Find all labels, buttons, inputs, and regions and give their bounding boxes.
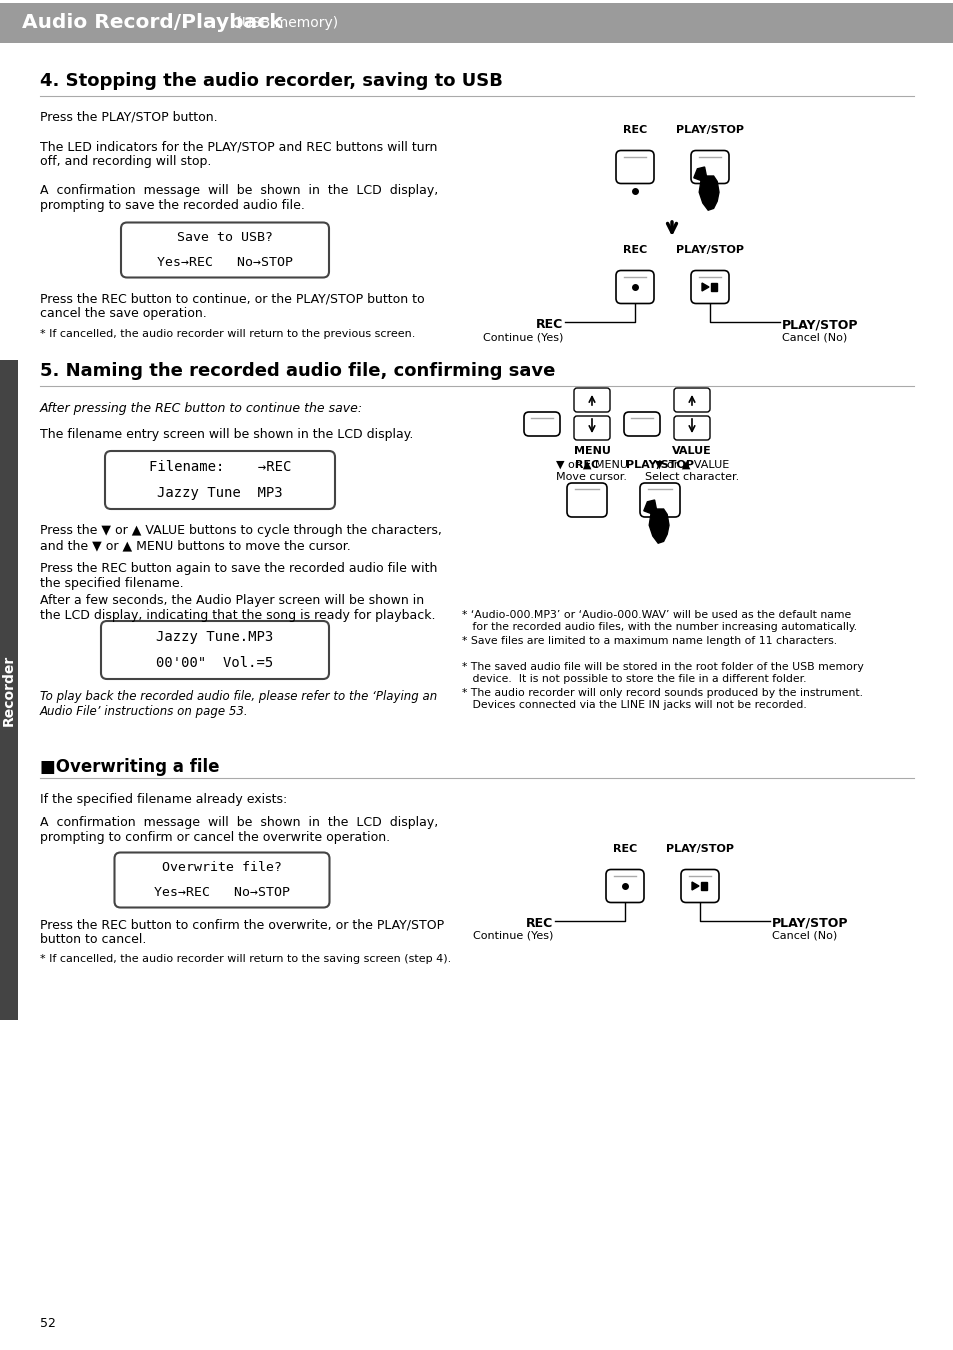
FancyBboxPatch shape bbox=[574, 387, 609, 412]
FancyBboxPatch shape bbox=[673, 387, 709, 412]
Text: The filename entry screen will be shown in the LCD display.: The filename entry screen will be shown … bbox=[40, 428, 413, 441]
Text: Save to USB?: Save to USB? bbox=[177, 231, 273, 244]
Text: To play back the recorded audio file, please refer to the ‘Playing an
Audio File: To play back the recorded audio file, pl… bbox=[40, 690, 436, 718]
Text: If the specified filename already exists:: If the specified filename already exists… bbox=[40, 792, 287, 806]
Text: After a few seconds, the Audio Player screen will be shown in
the LCD display, i: After a few seconds, the Audio Player sc… bbox=[40, 594, 435, 622]
Text: REC: REC bbox=[612, 844, 637, 855]
Text: Filename:    →REC: Filename: →REC bbox=[149, 460, 291, 474]
Bar bbox=[700, 882, 706, 890]
Text: Press the PLAY/STOP button.: Press the PLAY/STOP button. bbox=[40, 109, 217, 123]
Text: (USB memory): (USB memory) bbox=[232, 16, 337, 30]
Text: Yes→REC   No→STOP: Yes→REC No→STOP bbox=[153, 886, 290, 899]
Text: PLAY/STOP: PLAY/STOP bbox=[771, 917, 847, 930]
FancyBboxPatch shape bbox=[690, 270, 728, 304]
Text: Press the ▼ or ▲ VALUE buttons to cycle through the characters,
and the ▼ or ▲ M: Press the ▼ or ▲ VALUE buttons to cycle … bbox=[40, 524, 441, 552]
FancyBboxPatch shape bbox=[623, 412, 659, 436]
FancyBboxPatch shape bbox=[680, 869, 719, 903]
Text: * ‘Audio-000.MP3’ or ‘Audio-000.WAV’ will be used as the default name
   for the: * ‘Audio-000.MP3’ or ‘Audio-000.WAV’ wil… bbox=[461, 610, 856, 632]
FancyBboxPatch shape bbox=[523, 412, 559, 436]
Bar bbox=[0, 3, 953, 43]
Text: ▼ or ▲ MENU: ▼ or ▲ MENU bbox=[556, 460, 627, 470]
Text: Recorder: Recorder bbox=[2, 655, 16, 726]
Text: REC: REC bbox=[622, 126, 646, 135]
Text: PLAY/STOP: PLAY/STOP bbox=[625, 460, 693, 470]
FancyBboxPatch shape bbox=[616, 270, 654, 304]
FancyBboxPatch shape bbox=[114, 852, 329, 907]
Polygon shape bbox=[699, 176, 719, 211]
Text: PLAY/STOP: PLAY/STOP bbox=[676, 244, 743, 255]
Text: 5. Naming the recorded audio file, confirming save: 5. Naming the recorded audio file, confi… bbox=[40, 362, 555, 379]
Text: REC: REC bbox=[525, 917, 553, 930]
Text: PLAY/STOP: PLAY/STOP bbox=[781, 319, 858, 331]
Text: * If cancelled, the audio recorder will return to the saving screen (step 4).: * If cancelled, the audio recorder will … bbox=[40, 954, 451, 964]
Text: Jazzy Tune.MP3: Jazzy Tune.MP3 bbox=[156, 630, 274, 644]
Text: Continue (Yes): Continue (Yes) bbox=[472, 931, 553, 941]
Text: Select character.: Select character. bbox=[644, 472, 739, 482]
Polygon shape bbox=[693, 167, 705, 181]
Text: Move cursor.: Move cursor. bbox=[556, 472, 627, 482]
Text: REC: REC bbox=[622, 244, 646, 255]
Text: 00'00"  Vol.=5: 00'00" Vol.=5 bbox=[156, 656, 274, 670]
FancyBboxPatch shape bbox=[605, 869, 643, 903]
FancyBboxPatch shape bbox=[616, 150, 654, 184]
Text: PLAY/STOP: PLAY/STOP bbox=[665, 844, 733, 855]
Text: VALUE: VALUE bbox=[672, 446, 711, 456]
Text: Audio Record/Playback: Audio Record/Playback bbox=[22, 14, 282, 32]
Polygon shape bbox=[701, 284, 708, 292]
Text: Continue (Yes): Continue (Yes) bbox=[482, 332, 562, 342]
Text: REC: REC bbox=[575, 460, 598, 470]
Text: * Save files are limited to a maximum name length of 11 characters.: * Save files are limited to a maximum na… bbox=[461, 636, 836, 647]
Text: Press the REC button to continue, or the PLAY/STOP button to
cancel the save ope: Press the REC button to continue, or the… bbox=[40, 292, 424, 320]
Text: A  confirmation  message  will  be  shown  in  the  LCD  display,
prompting to c: A confirmation message will be shown in … bbox=[40, 815, 437, 844]
Bar bbox=[0, 360, 18, 1021]
FancyBboxPatch shape bbox=[101, 621, 329, 679]
FancyBboxPatch shape bbox=[690, 150, 728, 184]
Text: After pressing the REC button to continue the save:: After pressing the REC button to continu… bbox=[40, 402, 363, 414]
Text: * The audio recorder will only record sounds produced by the instrument.
   Devi: * The audio recorder will only record so… bbox=[461, 688, 862, 710]
Text: REC: REC bbox=[536, 319, 562, 331]
Text: Overwrite file?: Overwrite file? bbox=[162, 861, 282, 875]
Text: Jazzy Tune  MP3: Jazzy Tune MP3 bbox=[157, 486, 282, 500]
Text: MENU: MENU bbox=[573, 446, 610, 456]
FancyBboxPatch shape bbox=[121, 223, 329, 278]
Text: Press the REC button again to save the recorded audio file with
the specified fi: Press the REC button again to save the r… bbox=[40, 562, 436, 590]
Polygon shape bbox=[691, 882, 699, 890]
Text: PLAY/STOP: PLAY/STOP bbox=[676, 126, 743, 135]
Bar bbox=[710, 284, 717, 292]
Text: ■Overwriting a file: ■Overwriting a file bbox=[40, 757, 219, 776]
Text: 4. Stopping the audio recorder, saving to USB: 4. Stopping the audio recorder, saving t… bbox=[40, 72, 502, 90]
FancyBboxPatch shape bbox=[673, 416, 709, 440]
Text: 52: 52 bbox=[40, 1318, 56, 1330]
FancyBboxPatch shape bbox=[105, 451, 335, 509]
FancyBboxPatch shape bbox=[574, 416, 609, 440]
Text: The LED indicators for the PLAY/STOP and REC buttons will turn
off, and recordin: The LED indicators for the PLAY/STOP and… bbox=[40, 140, 436, 167]
Text: * The saved audio file will be stored in the root folder of the USB memory
   de: * The saved audio file will be stored in… bbox=[461, 662, 862, 683]
FancyBboxPatch shape bbox=[639, 483, 679, 517]
Text: * If cancelled, the audio recorder will return to the previous screen.: * If cancelled, the audio recorder will … bbox=[40, 329, 415, 339]
Text: Cancel (No): Cancel (No) bbox=[771, 931, 837, 941]
Text: A  confirmation  message  will  be  shown  in  the  LCD  display,
prompting to s: A confirmation message will be shown in … bbox=[40, 184, 437, 212]
Text: Cancel (No): Cancel (No) bbox=[781, 332, 846, 342]
Text: ▼ or ▲ VALUE: ▼ or ▲ VALUE bbox=[654, 460, 728, 470]
Polygon shape bbox=[643, 500, 656, 513]
Text: Press the REC button to confirm the overwrite, or the PLAY/STOP
button to cancel: Press the REC button to confirm the over… bbox=[40, 918, 444, 946]
Text: Yes→REC   No→STOP: Yes→REC No→STOP bbox=[157, 255, 293, 269]
Polygon shape bbox=[649, 509, 668, 543]
FancyBboxPatch shape bbox=[566, 483, 606, 517]
